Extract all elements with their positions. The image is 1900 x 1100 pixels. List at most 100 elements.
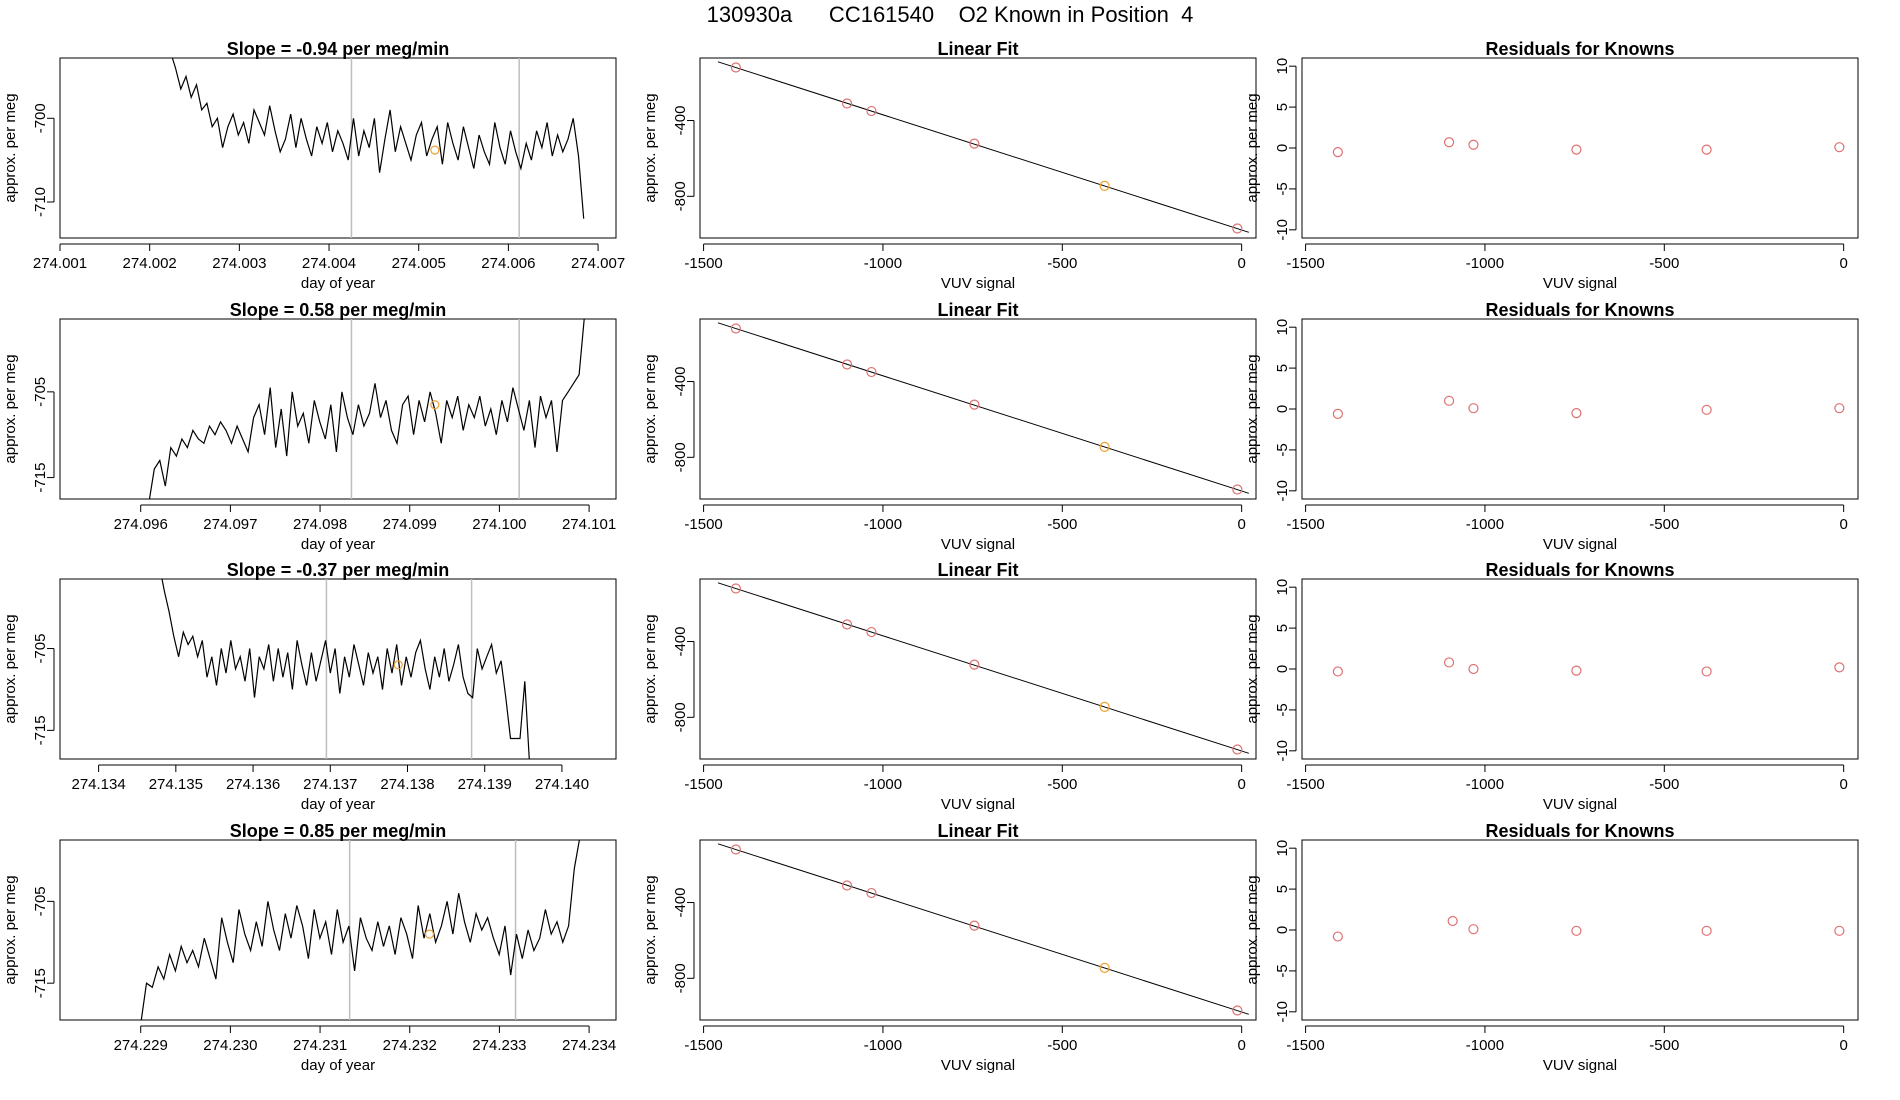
plot-area xyxy=(717,843,1249,1016)
y-tick-label: 10 xyxy=(1274,579,1291,596)
y-axis-label: approx. per meg xyxy=(1244,614,1261,723)
x-tick-label: 0 xyxy=(1237,1037,1245,1054)
y-tick-label: -400 xyxy=(672,367,689,397)
x-tick-label: -1500 xyxy=(1286,776,1324,793)
y-tick-label: 5 xyxy=(1274,364,1291,372)
plot-panel-4-1: Slope = 0.85 per meg/min day of year appro… xyxy=(2,821,617,1074)
data-point-marker xyxy=(1571,407,1582,419)
x-tick-label: -1500 xyxy=(1286,516,1324,533)
data-point-marker xyxy=(866,366,877,378)
data-point-marker xyxy=(969,138,980,149)
plot-title: Slope = 0.58 per meg/min xyxy=(230,300,447,320)
y-tick-label: -10 xyxy=(1274,480,1291,502)
data-point-marker xyxy=(1834,403,1845,414)
data-point-marker xyxy=(730,62,741,73)
x-tick-label: 274.099 xyxy=(383,516,437,533)
x-tick-label: -1000 xyxy=(1466,1037,1504,1054)
x-tick-label: 274.001 xyxy=(33,255,87,272)
y-tick-label: 10 xyxy=(1274,58,1291,75)
data-point-marker xyxy=(1571,665,1582,676)
x-tick-label: 274.096 xyxy=(114,516,168,533)
data-point-marker xyxy=(1701,666,1712,677)
plot-panel-1-3: Residuals for Knowns VUV signal approx. pe… xyxy=(1244,39,1859,292)
plot-title: Residuals for Knowns xyxy=(1485,821,1674,841)
x-axis-label: VUV signal xyxy=(1543,796,1617,813)
signal-line xyxy=(161,579,530,759)
data-point-marker xyxy=(1443,395,1455,406)
plot-frame xyxy=(1301,57,1859,239)
plot-panel-4-3: Residuals for Knowns VUV signal approx. pe… xyxy=(1244,821,1859,1074)
plot-frame xyxy=(699,839,1257,1021)
data-point-marker xyxy=(1834,925,1845,936)
y-tick-label: 10 xyxy=(1274,319,1291,336)
x-tick-label: 0 xyxy=(1237,255,1245,272)
x-tick-label: 0 xyxy=(1839,776,1847,793)
data-point-marker xyxy=(969,659,980,670)
data-point-marker xyxy=(1468,924,1479,935)
fit-line xyxy=(717,61,1249,233)
plot-panel-3-3: Residuals for Knowns VUV signal approx. pe… xyxy=(1244,560,1859,813)
plot-area xyxy=(1332,395,1845,420)
data-point-marker xyxy=(1443,657,1455,668)
plot-area xyxy=(148,319,585,499)
y-axis-label: approx. per meg xyxy=(2,354,19,463)
plot-frame xyxy=(699,318,1257,500)
x-tick-label: 274.140 xyxy=(535,776,589,793)
x-axis-label: VUV signal xyxy=(941,1057,1015,1074)
x-axis-label: day of year xyxy=(301,1057,375,1074)
known-point-marker xyxy=(430,400,440,410)
y-tick-label: -800 xyxy=(672,702,689,732)
known-point-marker xyxy=(430,145,440,155)
plot-title: Linear Fit xyxy=(937,39,1018,59)
x-tick-label: 0 xyxy=(1237,776,1245,793)
x-axis-label: VUV signal xyxy=(1543,536,1617,553)
data-point-marker xyxy=(1447,915,1458,927)
x-tick-label: -500 xyxy=(1047,776,1077,793)
known-point-marker xyxy=(1099,962,1110,973)
plot-panel-1-2: Linear Fit VUV signal approx. per meg -1500… xyxy=(642,39,1257,292)
plot-frame xyxy=(59,318,617,500)
x-tick-label: -1000 xyxy=(864,776,902,793)
x-tick-label: 274.005 xyxy=(392,255,446,272)
page-title: 130930a CC161540 O2 Known in Position 4 xyxy=(706,2,1194,27)
x-tick-label: 274.230 xyxy=(203,1037,257,1054)
x-axis-label: day of year xyxy=(301,796,375,813)
data-point-marker xyxy=(1701,925,1712,936)
plot-panel-2-3: Residuals for Knowns VUV signal approx. pe… xyxy=(1244,300,1859,553)
x-axis-label: VUV signal xyxy=(941,536,1015,553)
plot-area xyxy=(717,322,1249,495)
plot-panel-2-1: Slope = 0.58 per meg/min day of year appro… xyxy=(2,300,617,553)
plot-frame xyxy=(699,57,1257,239)
x-tick-label: 274.234 xyxy=(562,1037,616,1054)
plot-area xyxy=(717,61,1249,234)
data-point-marker xyxy=(1468,139,1479,150)
plot-panel-3-2: Linear Fit VUV signal approx. per meg -1500… xyxy=(642,560,1257,813)
y-axis-label: approx. per meg xyxy=(642,93,659,202)
data-point-marker xyxy=(1332,931,1343,942)
data-point-marker xyxy=(1571,925,1582,936)
plot-title: Residuals for Knowns xyxy=(1485,39,1674,59)
data-point-marker xyxy=(730,583,741,594)
y-tick-label: -5 xyxy=(1274,964,1291,977)
y-tick-label: -5 xyxy=(1274,443,1291,456)
y-tick-label: 0 xyxy=(1274,144,1291,152)
x-tick-label: 0 xyxy=(1839,516,1847,533)
plot-frame xyxy=(699,578,1257,760)
y-tick-label: -710 xyxy=(32,187,49,217)
known-point-marker xyxy=(424,929,435,939)
data-point-marker xyxy=(969,399,980,410)
x-tick-label: -1000 xyxy=(864,255,902,272)
x-tick-label: 274.136 xyxy=(226,776,280,793)
data-point-marker xyxy=(841,359,853,370)
y-tick-label: -400 xyxy=(672,627,689,657)
plot-title: Linear Fit xyxy=(937,300,1018,320)
x-tick-label: -500 xyxy=(1047,255,1077,272)
x-tick-label: 274.138 xyxy=(380,776,434,793)
plot-title: Linear Fit xyxy=(937,821,1018,841)
data-point-marker xyxy=(1468,663,1479,675)
plot-frame xyxy=(1301,578,1859,760)
x-tick-label: 0 xyxy=(1839,1037,1847,1054)
x-axis-label: VUV signal xyxy=(1543,1057,1617,1074)
data-point-marker xyxy=(730,844,741,855)
y-tick-label: -705 xyxy=(32,634,49,664)
